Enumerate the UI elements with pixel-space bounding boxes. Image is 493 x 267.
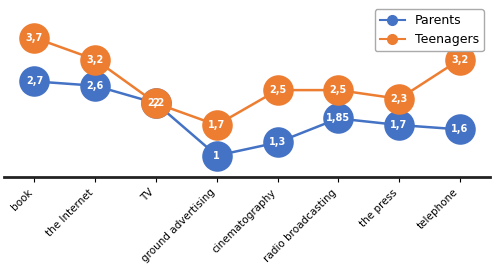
Text: 3,7: 3,7 bbox=[26, 33, 43, 43]
Teenagers bbox=[335, 88, 341, 92]
Text: 2,5: 2,5 bbox=[269, 85, 286, 95]
Text: 3,2: 3,2 bbox=[451, 54, 468, 65]
Text: 2,7: 2,7 bbox=[26, 76, 43, 86]
Teenagers bbox=[153, 102, 159, 105]
Text: 2,5: 2,5 bbox=[330, 85, 347, 95]
Parents bbox=[275, 141, 281, 144]
Teenagers bbox=[32, 36, 37, 39]
Teenagers bbox=[214, 123, 220, 127]
Teenagers bbox=[92, 58, 98, 61]
Text: 1: 1 bbox=[213, 151, 220, 160]
Line: Parents: Parents bbox=[19, 66, 475, 171]
Parents bbox=[335, 117, 341, 120]
Parents bbox=[32, 80, 37, 83]
Text: 1,7: 1,7 bbox=[390, 120, 408, 130]
Teenagers bbox=[396, 97, 402, 100]
Text: 1,6: 1,6 bbox=[451, 124, 468, 134]
Parents bbox=[92, 84, 98, 87]
Parents bbox=[457, 128, 463, 131]
Legend: Parents, Teenagers: Parents, Teenagers bbox=[375, 9, 484, 51]
Text: 2: 2 bbox=[152, 98, 159, 108]
Text: 2,2: 2,2 bbox=[147, 98, 165, 108]
Parents bbox=[153, 102, 159, 105]
Text: 1,85: 1,85 bbox=[326, 113, 351, 123]
Line: Teenagers: Teenagers bbox=[19, 22, 475, 140]
Parents bbox=[214, 154, 220, 157]
Text: 3,2: 3,2 bbox=[87, 54, 104, 65]
Teenagers bbox=[275, 88, 281, 92]
Text: 2,3: 2,3 bbox=[390, 94, 408, 104]
Text: 1,7: 1,7 bbox=[208, 120, 225, 130]
Parents bbox=[396, 123, 402, 127]
Text: 1,3: 1,3 bbox=[269, 138, 286, 147]
Teenagers bbox=[457, 58, 463, 61]
Text: 2,6: 2,6 bbox=[87, 81, 104, 91]
